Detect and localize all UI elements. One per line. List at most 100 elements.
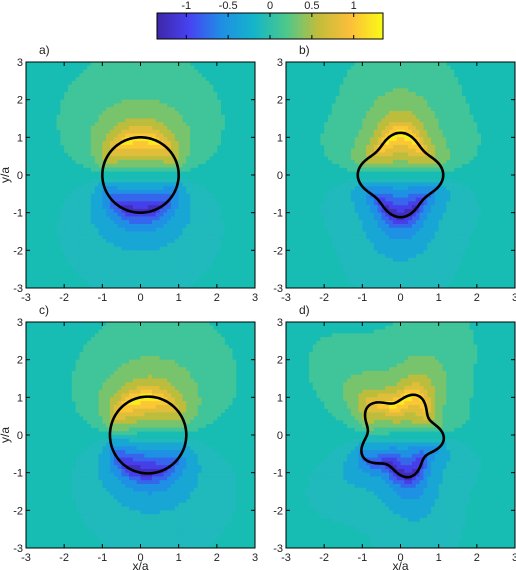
field-cell: [461, 156, 466, 161]
field-cell: [159, 322, 164, 327]
field-cell: [159, 325, 164, 330]
field-cell: [190, 276, 195, 281]
field-cell: [396, 257, 401, 263]
field-cell: [369, 148, 375, 153]
field-cell: [190, 370, 195, 376]
field-cell: [461, 148, 466, 153]
field-cell: [377, 178, 382, 183]
field-cell: [144, 246, 149, 251]
field-cell: [193, 257, 199, 263]
field-cell: [186, 250, 191, 255]
field-cell: [396, 107, 401, 112]
field-cell: [457, 88, 462, 93]
field-cell: [109, 359, 115, 364]
field-cell: [83, 77, 88, 82]
field-cell: [331, 212, 337, 217]
field-cell: [453, 99, 459, 104]
field-cell: [125, 212, 130, 217]
field-cell: [178, 359, 183, 364]
field-cell: [434, 103, 440, 108]
field-cell: [228, 359, 233, 364]
field-cell: [343, 118, 348, 123]
field-cell: [450, 265, 455, 270]
field-cell: [113, 257, 118, 263]
field-cell: [178, 242, 183, 247]
field-cell: [83, 227, 88, 232]
field-cell: [136, 110, 141, 116]
y-tick-label: 1: [277, 132, 283, 144]
field-cell: [396, 239, 401, 244]
field-cell: [434, 107, 440, 112]
field-cell: [129, 284, 134, 288]
field-cell: [171, 355, 176, 361]
field-cell: [148, 322, 153, 327]
field-cell: [121, 144, 126, 150]
field-cell: [209, 348, 214, 353]
field-cell: [155, 257, 160, 263]
field-cell: [385, 276, 390, 281]
field-cell: [132, 73, 138, 78]
field-cell: [446, 77, 451, 82]
field-cell: [343, 201, 348, 206]
field-cell: [178, 348, 183, 353]
field-cell: [362, 95, 367, 101]
field-cell: [450, 201, 455, 206]
field-cell: [411, 126, 417, 131]
field-cell: [90, 201, 96, 206]
field-cell: [442, 103, 447, 108]
field-cell: [423, 129, 428, 134]
field-cell: [98, 65, 103, 70]
field-cell: [327, 220, 333, 225]
field-cell: [144, 107, 149, 112]
field-cell: [392, 190, 398, 195]
field-cell: [465, 156, 470, 161]
field-cell: [415, 107, 420, 112]
field-cell: [476, 205, 482, 210]
field-cell: [369, 156, 375, 161]
field-cell: [427, 62, 432, 67]
field-cell: [209, 110, 214, 116]
field-cell: [415, 186, 420, 191]
field-cell: [415, 250, 420, 255]
field-cell: [121, 208, 126, 214]
field-cell: [136, 378, 141, 383]
field-cell: [79, 122, 84, 127]
field-cell: [83, 220, 88, 225]
field-cell: [423, 227, 428, 232]
field-cell: [377, 156, 382, 161]
field-cell: [373, 201, 378, 206]
field-cell: [129, 378, 134, 383]
field-cell: [442, 257, 447, 263]
field-cell: [457, 186, 462, 191]
field-cell: [148, 272, 153, 278]
field-cell: [64, 223, 69, 229]
field-cell: [178, 355, 183, 361]
field-cell: [343, 137, 348, 142]
field-cell: [377, 220, 382, 225]
field-cell: [419, 62, 424, 67]
field-cell: [136, 348, 141, 353]
field-cell: [350, 110, 356, 116]
field-cell: [90, 144, 96, 150]
field-cell: [362, 107, 367, 112]
field-cell: [339, 118, 344, 123]
field-cell: [358, 62, 363, 67]
field-cell: [178, 382, 183, 387]
field-cell: [151, 190, 157, 195]
field-cell: [389, 107, 394, 112]
field-cell: [324, 201, 329, 206]
field-cell: [453, 193, 459, 198]
field-cell: [324, 122, 329, 127]
field-cell: [109, 242, 115, 247]
field-cell: [148, 152, 153, 157]
field-cell: [94, 73, 99, 78]
field-cell: [186, 88, 191, 93]
field-cell: [404, 163, 409, 168]
field-cell: [87, 137, 92, 142]
field-cell: [205, 220, 210, 225]
field-cell: [178, 152, 183, 157]
field-cell: [87, 77, 92, 82]
field-cell: [347, 208, 352, 214]
field-cell: [220, 118, 225, 123]
field-cell: [457, 133, 462, 138]
